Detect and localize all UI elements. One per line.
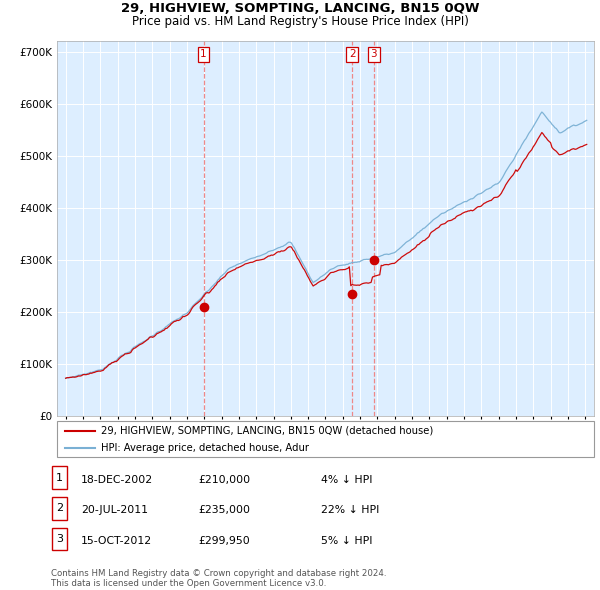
Text: 20-JUL-2011: 20-JUL-2011 — [81, 506, 148, 516]
Text: 3: 3 — [371, 50, 377, 60]
Text: HPI: Average price, detached house, Adur: HPI: Average price, detached house, Adur — [101, 443, 309, 453]
Text: £210,000: £210,000 — [198, 475, 250, 485]
Text: 5% ↓ HPI: 5% ↓ HPI — [321, 536, 373, 546]
Text: £299,950: £299,950 — [198, 536, 250, 546]
FancyBboxPatch shape — [57, 421, 594, 457]
FancyBboxPatch shape — [52, 527, 67, 550]
Text: Price paid vs. HM Land Registry's House Price Index (HPI): Price paid vs. HM Land Registry's House … — [131, 15, 469, 28]
FancyBboxPatch shape — [52, 466, 67, 489]
Text: 2: 2 — [349, 50, 356, 60]
Text: 22% ↓ HPI: 22% ↓ HPI — [321, 506, 379, 516]
Text: 2: 2 — [56, 503, 63, 513]
Text: £235,000: £235,000 — [198, 506, 250, 516]
Text: 18-DEC-2002: 18-DEC-2002 — [81, 475, 153, 485]
Text: 3: 3 — [56, 534, 63, 544]
Text: 29, HIGHVIEW, SOMPTING, LANCING, BN15 0QW: 29, HIGHVIEW, SOMPTING, LANCING, BN15 0Q… — [121, 2, 479, 15]
Text: 15-OCT-2012: 15-OCT-2012 — [81, 536, 152, 546]
FancyBboxPatch shape — [52, 497, 67, 520]
Text: Contains HM Land Registry data © Crown copyright and database right 2024.
This d: Contains HM Land Registry data © Crown c… — [51, 569, 386, 588]
Text: 4% ↓ HPI: 4% ↓ HPI — [321, 475, 373, 485]
Text: 1: 1 — [200, 50, 207, 60]
Text: 29, HIGHVIEW, SOMPTING, LANCING, BN15 0QW (detached house): 29, HIGHVIEW, SOMPTING, LANCING, BN15 0Q… — [101, 425, 433, 435]
Text: 1: 1 — [56, 473, 63, 483]
